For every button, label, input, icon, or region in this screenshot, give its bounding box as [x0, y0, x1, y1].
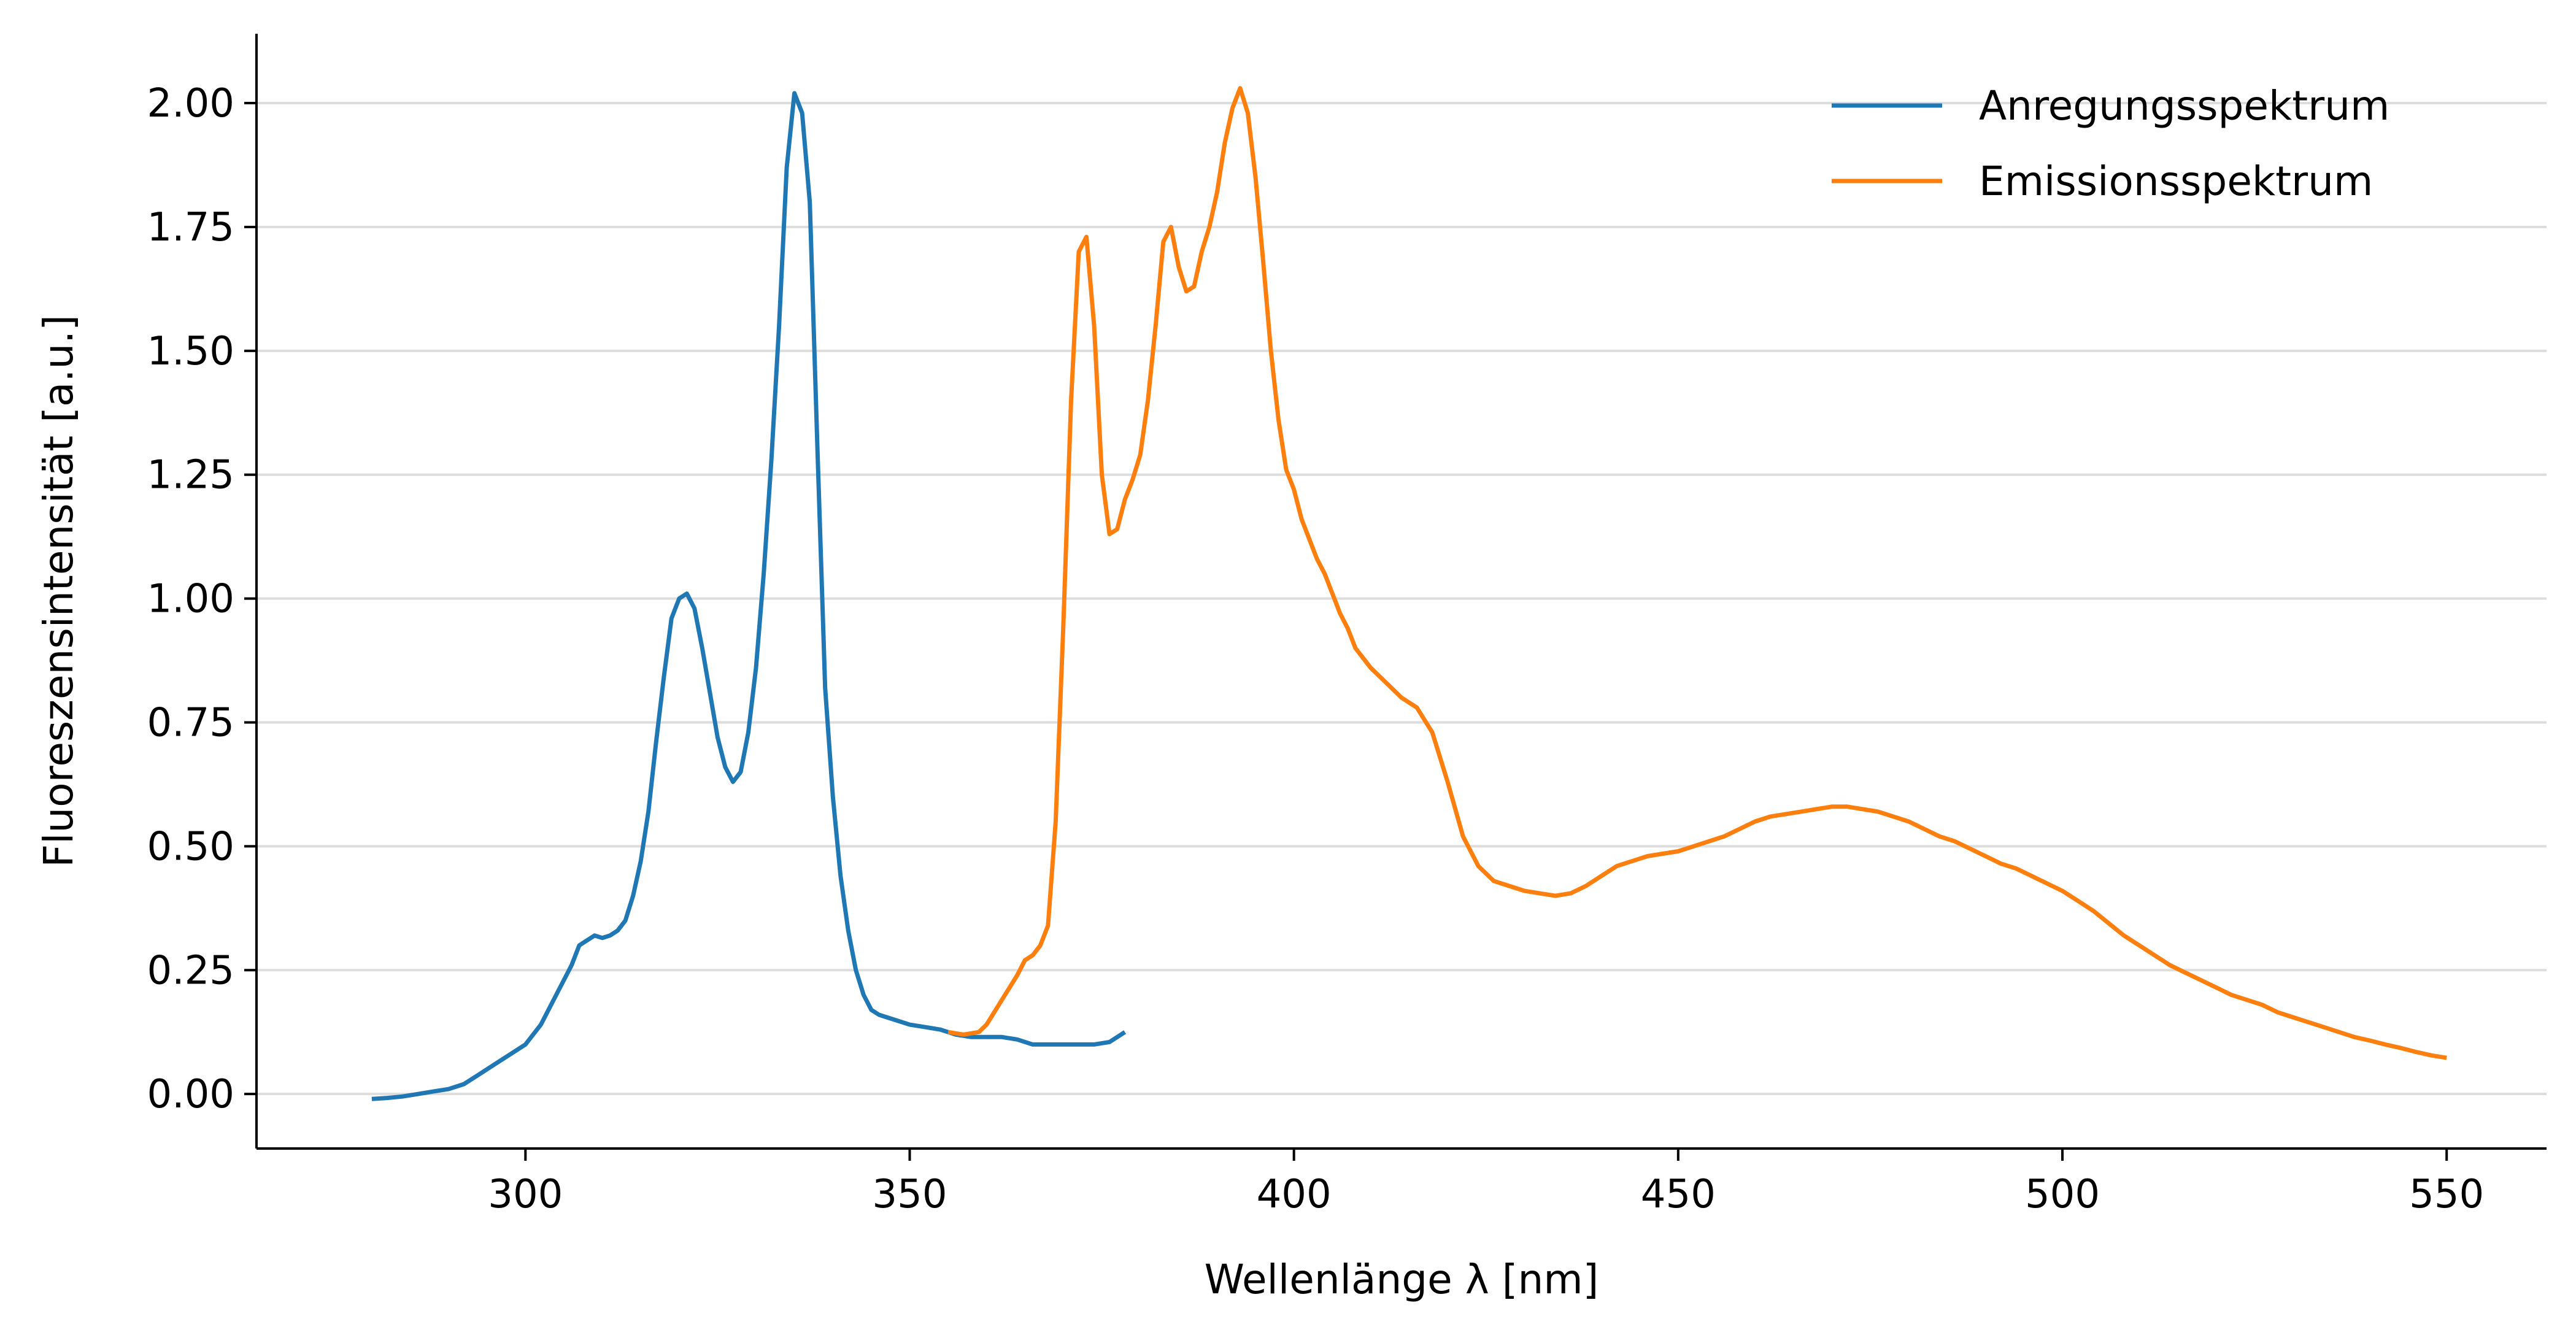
y-tick-label: 1.00 — [147, 577, 235, 622]
plot-area — [371, 86, 2447, 1101]
legend: Anregungsspektrum Emissionsspektrum — [1832, 82, 2389, 205]
y-axis-ticks: 0.00 0.25 0.50 0.75 1.00 1.25 1.50 1.75 2.00 — [147, 81, 256, 1117]
x-axis-title: Wellenlänge λ [nm] — [1205, 1256, 1599, 1303]
axes — [255, 34, 2547, 1150]
x-axis-ticks: 300 350 400 450 500 550 — [488, 1149, 2484, 1217]
y-tick-label: 0.00 — [147, 1072, 235, 1117]
legend-label-anregungsspektrum: Anregungsspektrum — [1979, 82, 2389, 129]
y-tick-label: 1.75 — [147, 205, 235, 250]
grid-lines — [256, 102, 2547, 1096]
y-tick-label: 0.75 — [147, 701, 235, 746]
y-axis-title: Fluoreszensintensität [a.u.] — [35, 315, 82, 868]
y-tick-label: 0.50 — [147, 824, 235, 869]
y-tick-label: 0.25 — [147, 948, 235, 993]
y-tick-label: 1.25 — [147, 453, 235, 498]
series-line-emissionsspektrum — [947, 86, 2447, 1060]
series-line-anregungsspektrum — [371, 91, 1127, 1101]
x-tick-label: 300 — [488, 1172, 563, 1217]
x-tick-label: 500 — [2025, 1172, 2100, 1217]
x-tick-label: 350 — [872, 1172, 947, 1217]
x-tick-label: 400 — [1257, 1172, 1332, 1217]
y-tick-label: 2.00 — [147, 81, 235, 126]
x-tick-label: 550 — [2409, 1172, 2484, 1217]
legend-label-emissionsspektrum: Emissionsspektrum — [1979, 158, 2373, 205]
x-tick-label: 450 — [1641, 1172, 1716, 1217]
y-tick-label: 1.50 — [147, 329, 235, 374]
